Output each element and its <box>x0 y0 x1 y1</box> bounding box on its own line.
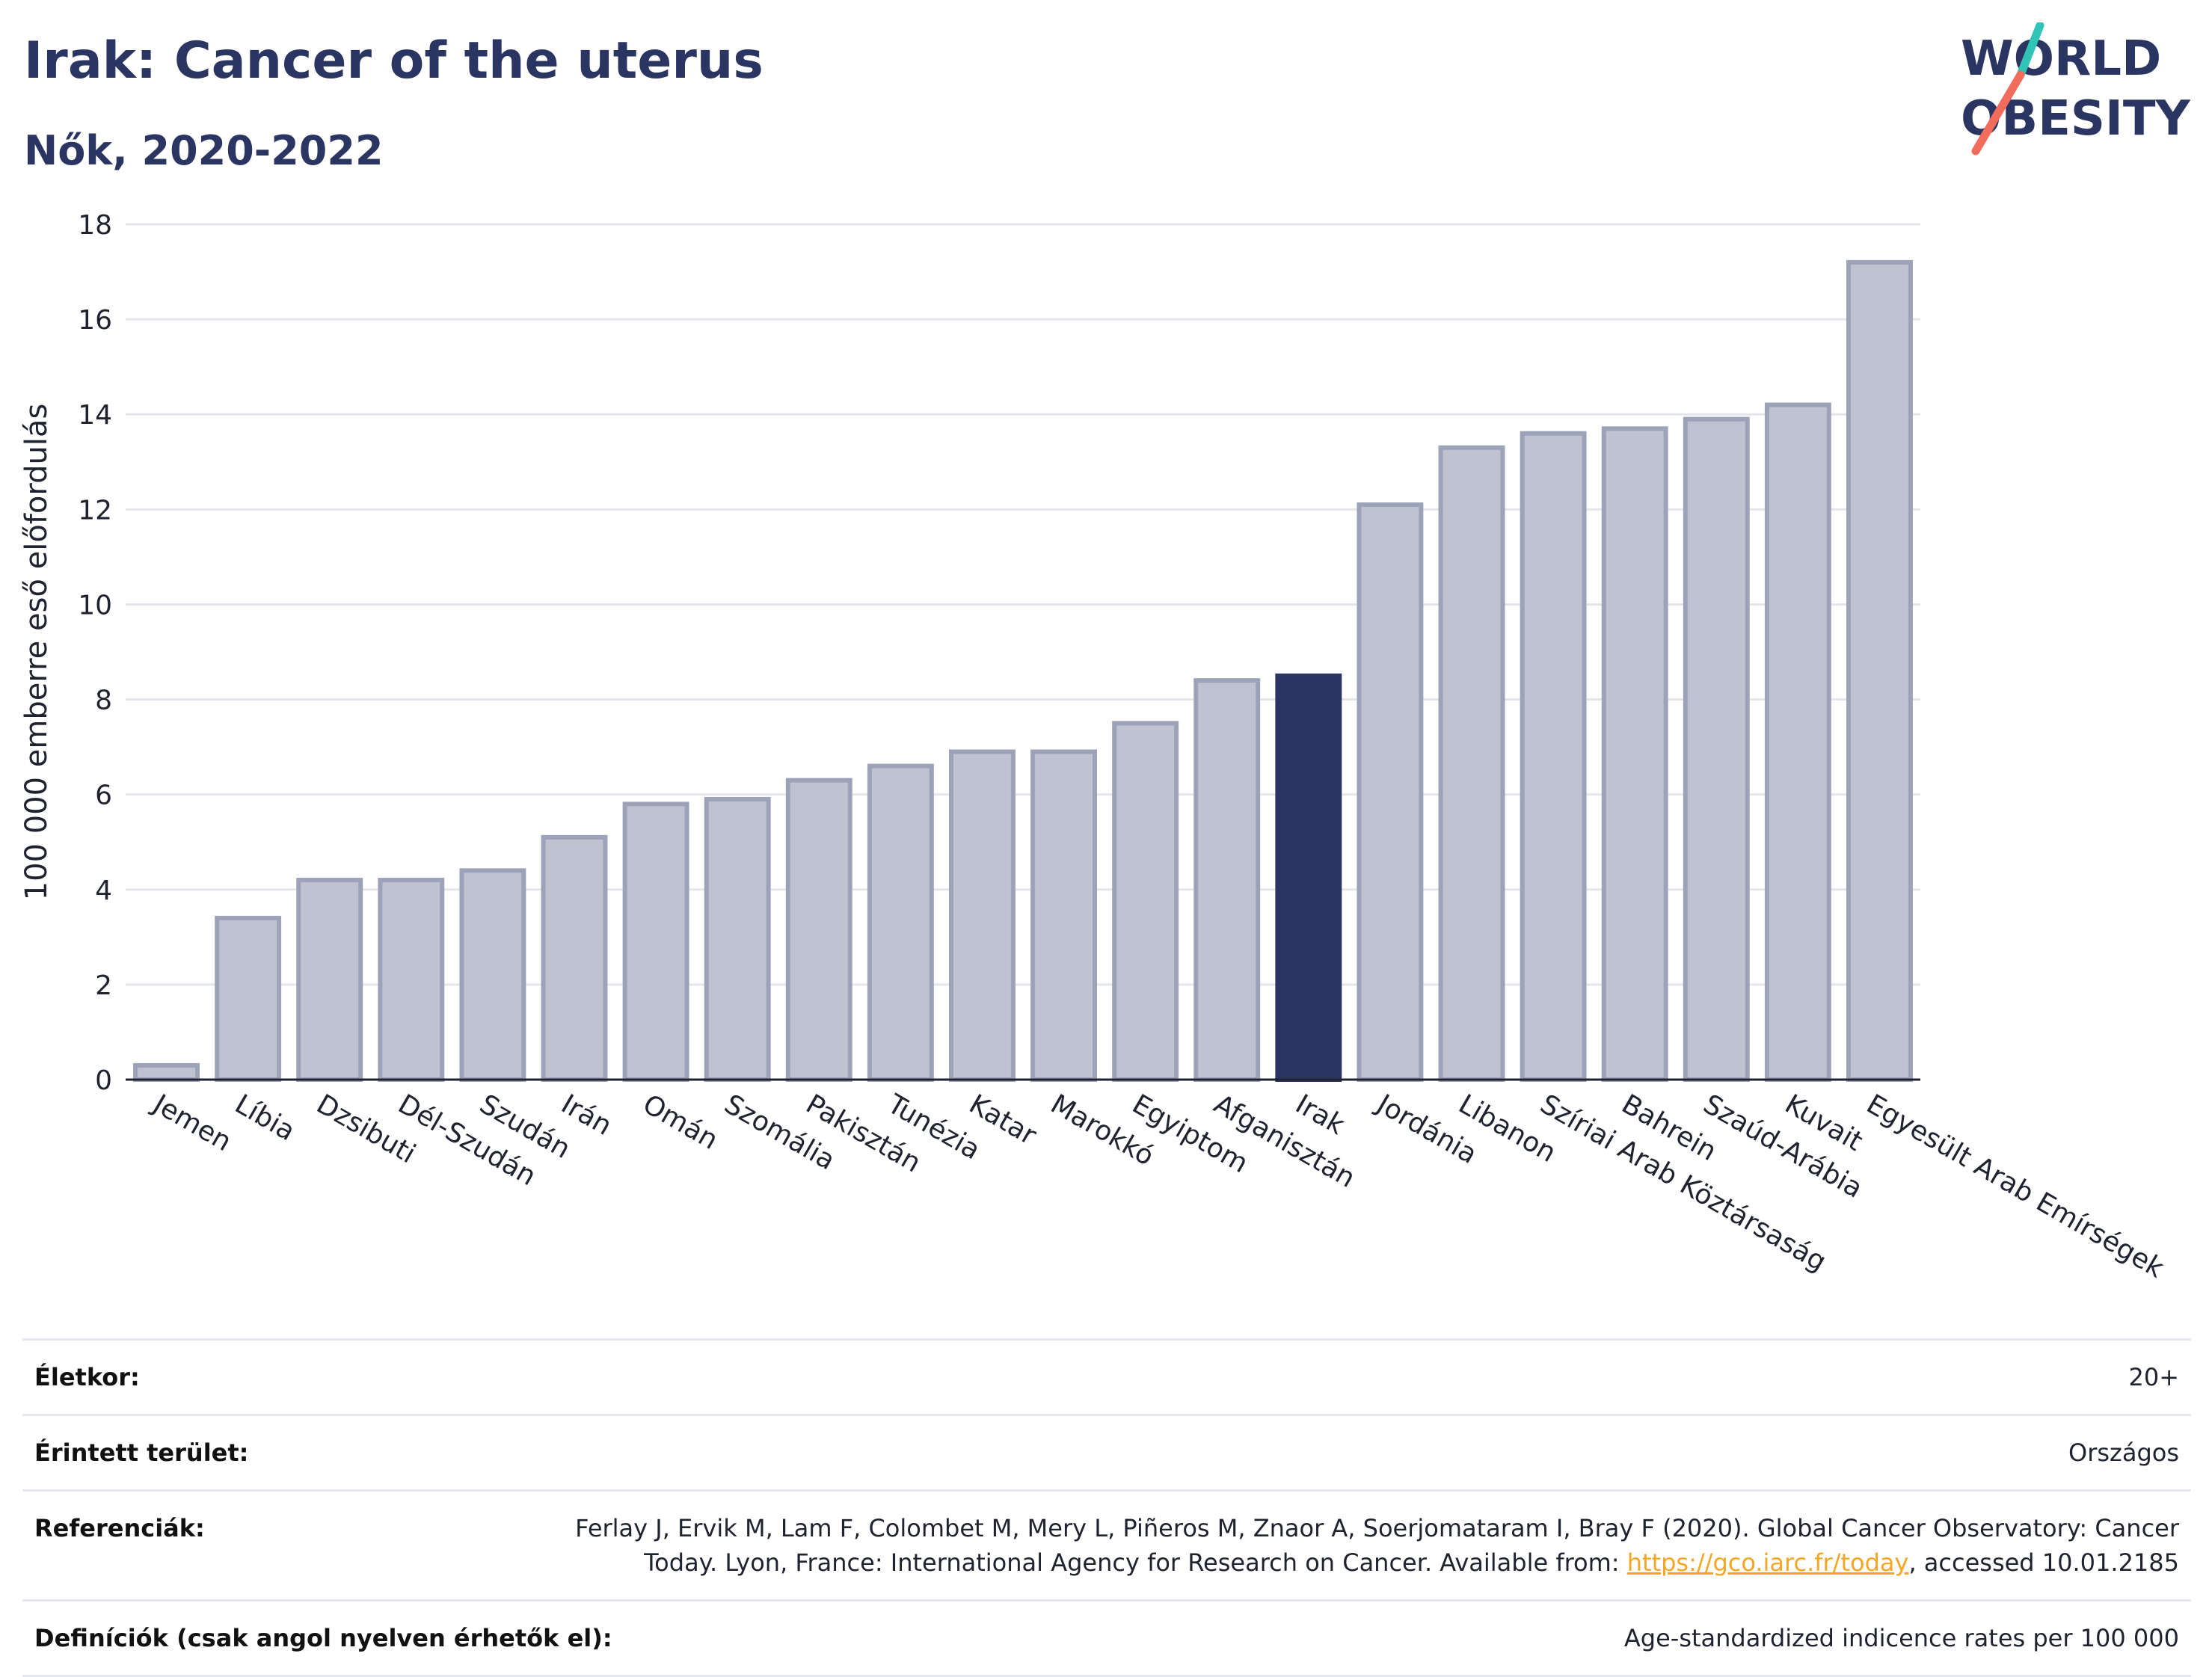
y-tick-label: 16 <box>78 305 112 336</box>
bar-tunézia <box>867 763 934 1082</box>
y-tick-label: 2 <box>95 970 112 1001</box>
info-row-references: Referenciák: Ferlay J, Ervik M, Lam F, C… <box>22 1489 2191 1599</box>
bar-katar <box>949 749 1016 1082</box>
bar-szomália <box>704 797 771 1082</box>
definitions-value: Age-standardized indicence rates per 100… <box>1623 1624 2179 1652</box>
bar-jordánia <box>1357 502 1424 1082</box>
world-obesity-logo: WORLD OBESITY <box>1961 22 2190 156</box>
logo-slash-teal <box>2016 22 2044 79</box>
bar-libanon <box>1438 445 1505 1082</box>
bar-szudán <box>459 868 526 1082</box>
info-row-age: Életkor: 20+ <box>22 1338 2191 1414</box>
x-tick-label: Egyesült Arab Emírségek <box>1861 1089 2169 1284</box>
logo-line-world: WORLD <box>1961 31 2161 87</box>
reference-accessed: , accessed 10.01.2185 <box>1908 1548 2179 1577</box>
bar-irak <box>1275 673 1342 1082</box>
bar-dél-szudán <box>378 878 445 1082</box>
area-label: Érintett terület: <box>34 1438 249 1467</box>
references-label: Referenciák: <box>34 1514 205 1542</box>
bar-jemen <box>133 1062 200 1083</box>
bar-marokkó <box>1030 749 1098 1082</box>
y-tick-label: 0 <box>95 1065 112 1096</box>
y-tick-labels: 0 2 4 6 8 10 12 14 16 18 <box>78 210 112 1096</box>
y-tick-label: 4 <box>95 876 112 906</box>
x-tick-label: Jemen <box>147 1088 236 1157</box>
info-row-definitions: Definíciók (csak angol nyelven érhetők e… <box>22 1599 2191 1677</box>
bar-kuvait <box>1764 402 1831 1082</box>
y-tick-label: 18 <box>78 210 112 241</box>
bar-irán <box>541 834 608 1082</box>
age-value: 20+ <box>2128 1363 2179 1391</box>
bar-szíriai-arab-köztársaság <box>1520 431 1587 1082</box>
reference-link[interactable]: https://gco.iarc.fr/today <box>1626 1548 1909 1577</box>
y-tick-label: 10 <box>78 590 112 621</box>
info-row-area: Érintett terület: Országos <box>22 1414 2191 1489</box>
bar-bahrein <box>1601 426 1668 1082</box>
bar-líbia <box>215 915 282 1083</box>
bar-dzsibuti <box>296 878 363 1082</box>
logo-slash-coral <box>1971 70 2025 156</box>
bar-omán <box>622 801 689 1083</box>
bar-afganisztán <box>1193 678 1261 1082</box>
bar-pakisztán <box>785 778 852 1082</box>
x-tick-label: Omán <box>638 1089 723 1156</box>
bars <box>126 259 1920 1083</box>
y-tick-label: 8 <box>95 686 112 716</box>
chart-subtitle: Nők, 2020-2022 <box>24 127 384 174</box>
reference-text: Ferlay J, Ervik M, Lam F, Colombet M, Me… <box>575 1514 2179 1577</box>
chart-title: Irak: Cancer of the uterus <box>24 31 764 90</box>
y-tick-label: 12 <box>78 495 112 526</box>
bar-szaúd-arábia <box>1683 416 1750 1083</box>
y-tick-label: 6 <box>95 781 112 811</box>
x-tick-label: Líbia <box>230 1089 300 1147</box>
bar-egyesült-arab-emírségek <box>1846 259 1913 1082</box>
references-value: Ferlay J, Ervik M, Lam F, Colombet M, Me… <box>571 1511 2179 1580</box>
definitions-label: Definíciók (csak angol nyelven érhetők e… <box>34 1624 612 1652</box>
y-axis-label: 100 000 emberre eső előfordulás <box>19 404 54 901</box>
y-tick-label: 14 <box>78 400 112 431</box>
age-label: Életkor: <box>34 1363 140 1391</box>
bar-egyiptom <box>1112 721 1179 1082</box>
area-value: Országos <box>2068 1438 2179 1467</box>
info-table: Életkor: 20+ Érintett terület: Országos … <box>22 1338 2191 1677</box>
